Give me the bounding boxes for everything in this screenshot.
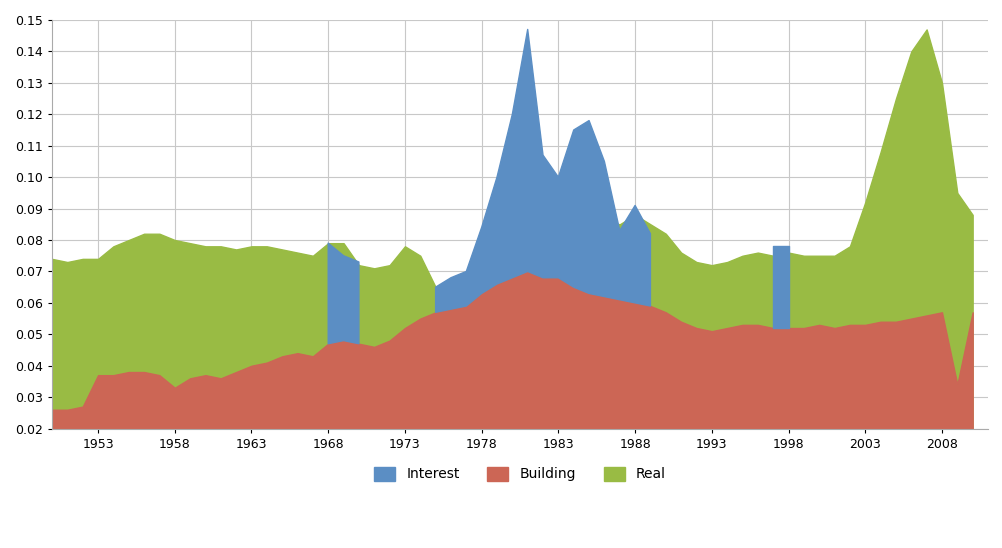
Legend: Interest, Building, Real: Interest, Building, Real	[369, 461, 670, 487]
